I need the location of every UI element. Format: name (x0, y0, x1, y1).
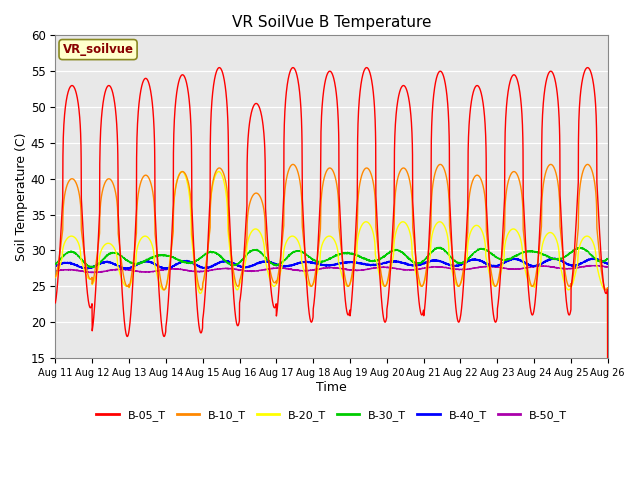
Text: VR_soilvue: VR_soilvue (63, 43, 134, 56)
Legend: B-05_T, B-10_T, B-20_T, B-30_T, B-40_T, B-50_T: B-05_T, B-10_T, B-20_T, B-30_T, B-40_T, … (92, 406, 572, 425)
X-axis label: Time: Time (316, 381, 347, 394)
Title: VR SoilVue B Temperature: VR SoilVue B Temperature (232, 15, 431, 30)
Y-axis label: Soil Temperature (C): Soil Temperature (C) (15, 132, 28, 261)
